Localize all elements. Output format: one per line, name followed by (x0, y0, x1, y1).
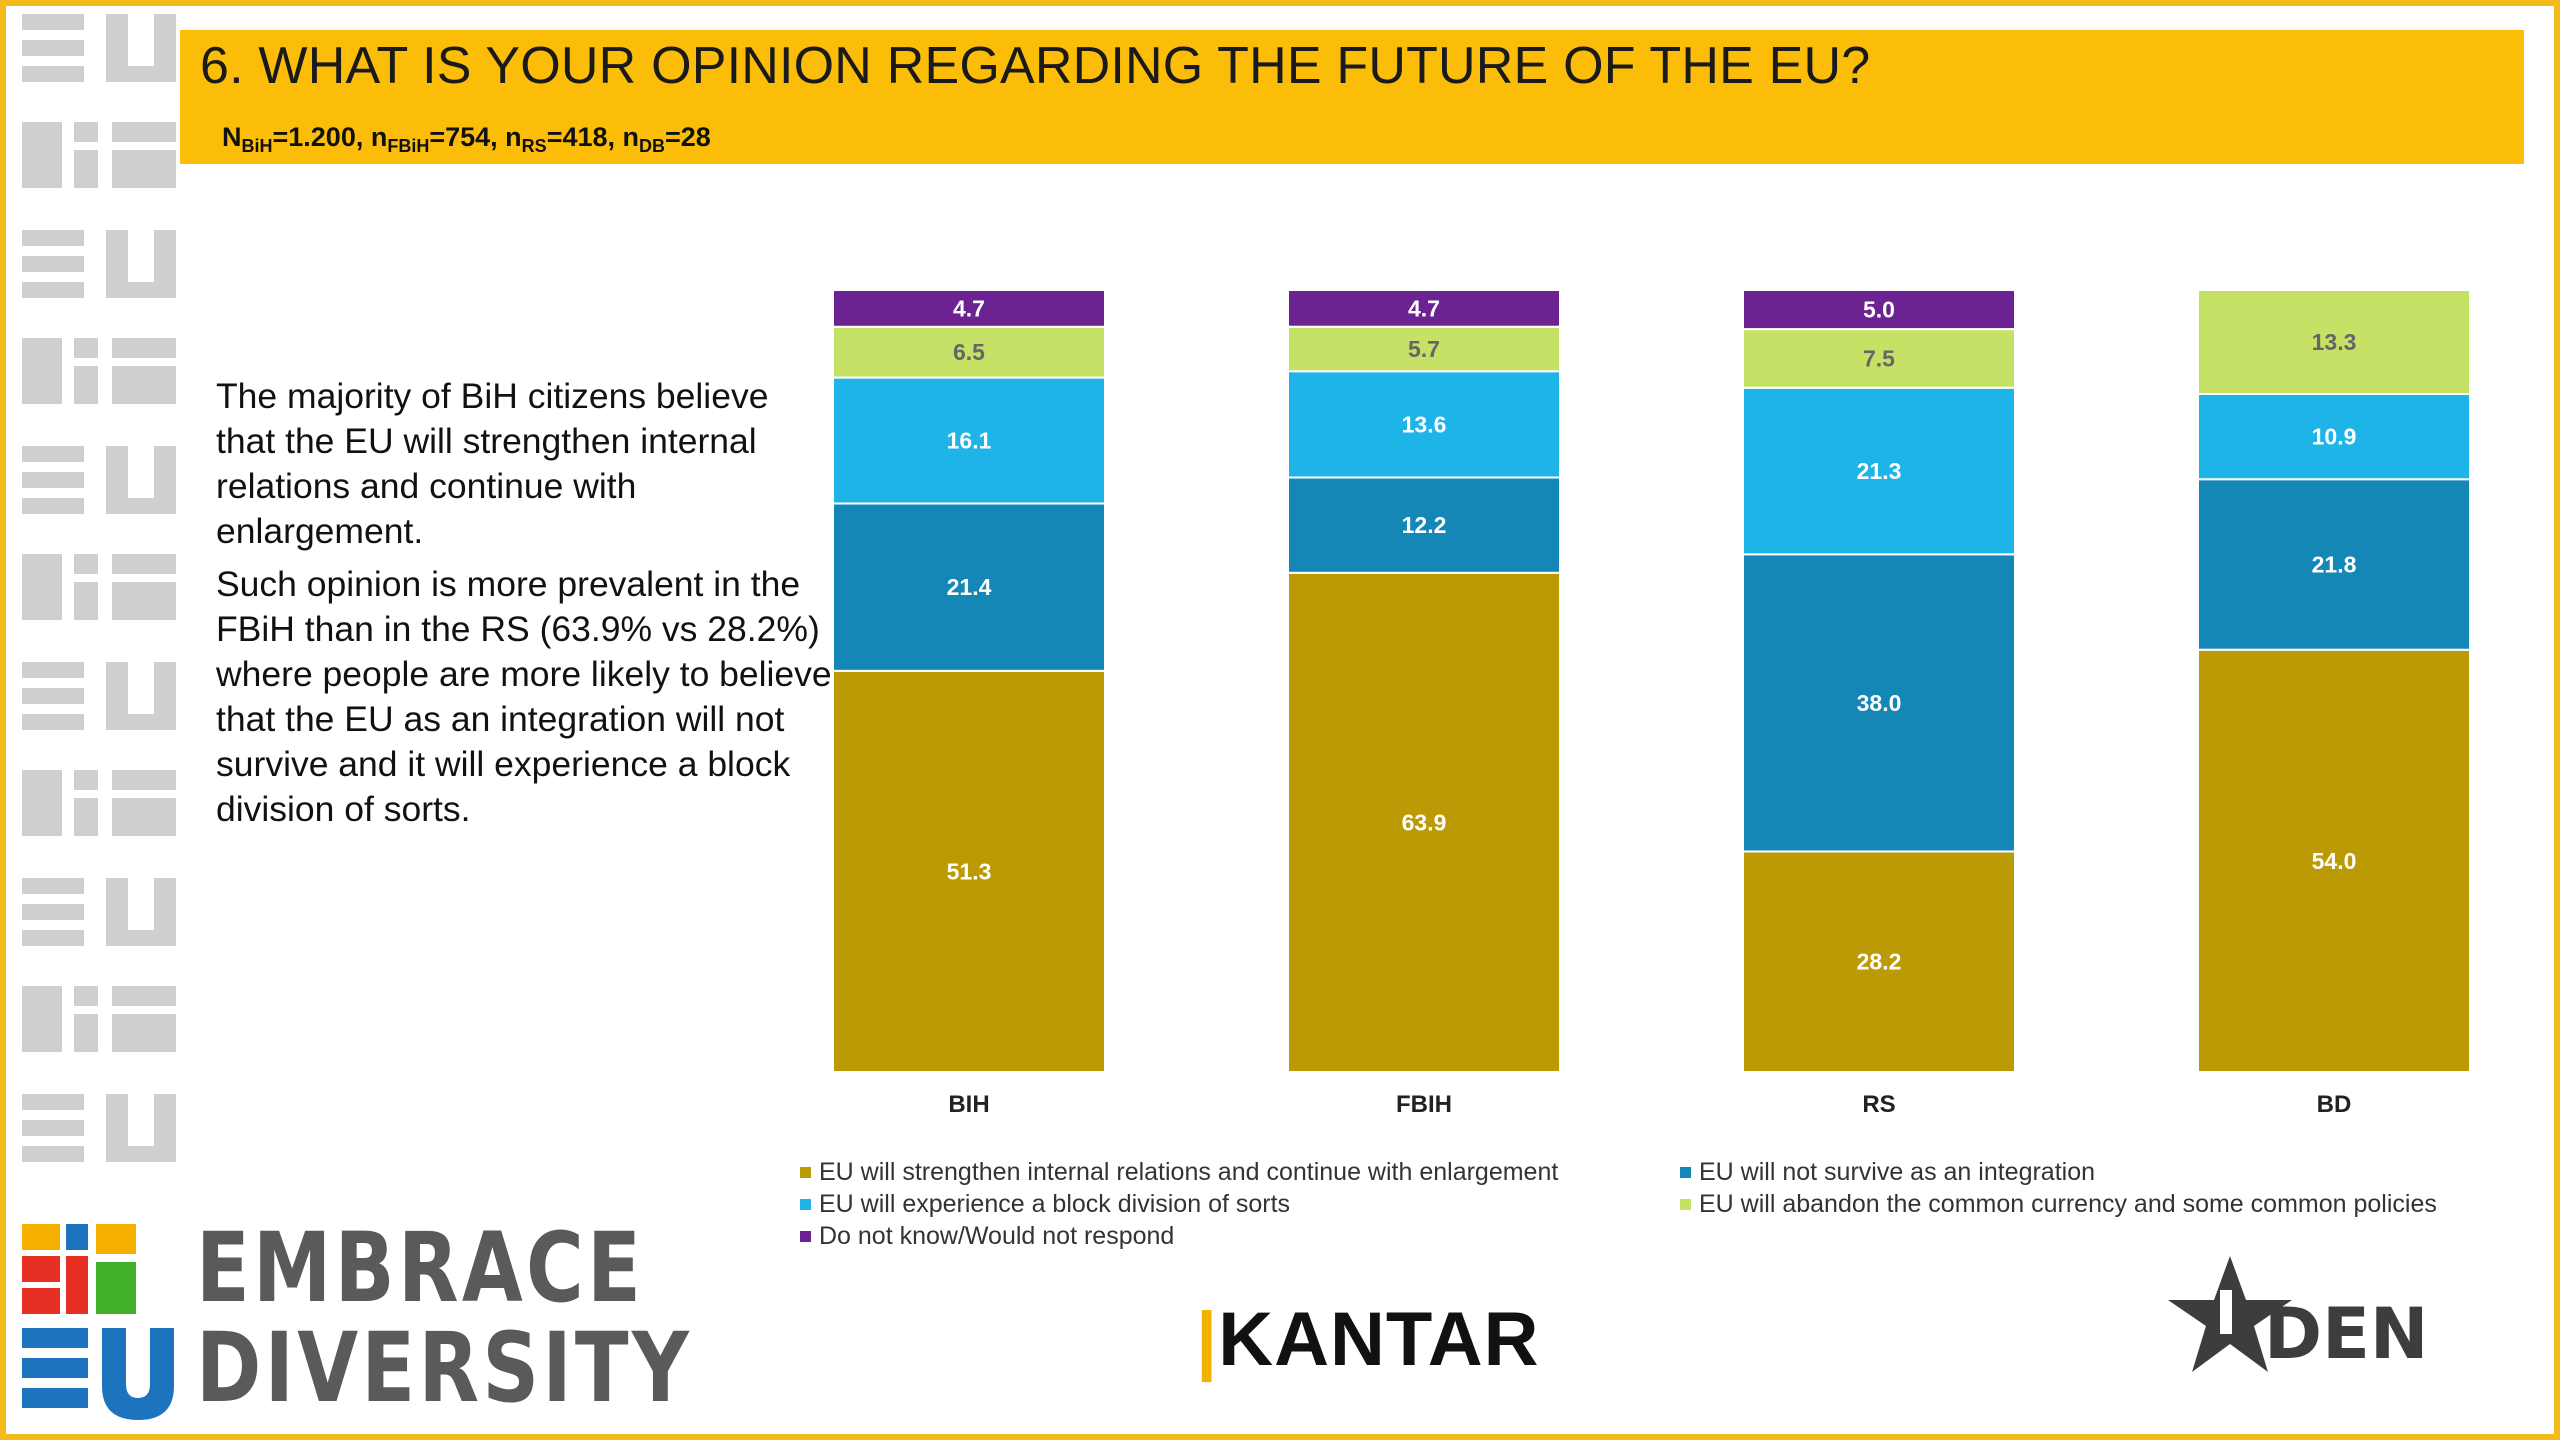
title-banner: 6. WHAT IS YOUR OPINION REGARDING THE FU… (180, 30, 2524, 164)
embrace-diversity-logo: EMBRACE DIVERSITY (196, 1218, 692, 1418)
bar-segment (1287, 476, 1561, 574)
commentary-paragraph-1: The majority of BiH citizens believe tha… (216, 376, 769, 551)
legend-label: EU will strengthen internal relations an… (819, 1158, 1559, 1186)
legend-item: EU will abandon the common currency and … (1680, 1190, 2480, 1219)
bar-segment (832, 669, 1106, 1073)
bar-segment (2197, 648, 2471, 1073)
bar-segment (832, 376, 1106, 505)
category-label: BD (2317, 1091, 2352, 1118)
sample-prefix: N (222, 122, 242, 152)
sample-value: =28 (665, 122, 711, 152)
kantar-logo-accent: | (1196, 1297, 1219, 1382)
data-label: 4.7 (1408, 295, 1440, 321)
bar-segment (1742, 328, 2016, 389)
sample-subscript: RS (521, 136, 547, 156)
legend-label: Do not know/Would not respond (819, 1222, 1175, 1250)
bih-eu-logo (22, 1224, 174, 1420)
sample-subscript: BiH (241, 136, 273, 156)
data-label: 13.3 (2312, 329, 2357, 355)
sample-value: =1.200, (272, 122, 371, 152)
data-label: 21.3 (1857, 458, 1902, 484)
sample-subscript: FBiH (387, 136, 430, 156)
bar-segment (1742, 850, 2016, 1074)
bar-segment (1742, 553, 2016, 853)
legend-item: EU will strengthen internal relations an… (800, 1158, 1680, 1187)
legend-swatch (800, 1199, 811, 1210)
sample-value: =418, (546, 122, 623, 152)
sample-size-note: NBiH=1.200, nFBiH=754, nRS=418, nDB=28 (222, 122, 711, 157)
data-label: 28.2 (1857, 949, 1902, 975)
data-label: 7.5 (1863, 345, 1895, 371)
sample-value: =754, (429, 122, 506, 152)
chart-legend: EU will strengthen internal relations an… (800, 1158, 2520, 1251)
den-logo: DEN (2168, 1256, 2429, 1375)
legend-item: EU will not survive as an integration (1680, 1158, 2480, 1187)
bar-segment (1287, 289, 1561, 328)
legend-item: Do not know/Would not respond (800, 1222, 1680, 1251)
data-label: 5.0 (1863, 297, 1895, 323)
data-label: 12.2 (1402, 512, 1447, 538)
bar-segment (2197, 289, 2471, 396)
bar-segment (1287, 370, 1561, 479)
legend-swatch (800, 1167, 811, 1178)
bar-segment (832, 502, 1106, 672)
category-label: RS (1862, 1091, 1895, 1118)
embrace-line-1: EMBRACE (196, 1212, 645, 1324)
commentary: The majority of BiH citizens believe tha… (216, 374, 836, 840)
category-label: BIH (948, 1091, 989, 1118)
kantar-logo: |KANTAR (1196, 1296, 1539, 1383)
sample-prefix: n (622, 122, 640, 152)
page-title: 6. WHAT IS YOUR OPINION REGARDING THE FU… (200, 37, 1871, 95)
legend-swatch (800, 1231, 811, 1242)
den-logo-text: DEN (2264, 1293, 2429, 1375)
data-label: 10.9 (2312, 424, 2357, 450)
kantar-logo-text: KANTAR (1218, 1297, 1540, 1382)
data-label: 63.9 (1402, 809, 1447, 835)
data-label: 6.5 (953, 339, 985, 365)
bar-segment (1742, 386, 2016, 556)
legend-swatch (1680, 1199, 1691, 1210)
sample-prefix: n (370, 122, 388, 152)
data-label: 21.4 (947, 574, 992, 600)
legend-label: EU will not survive as an integration (1699, 1158, 2096, 1186)
category-label: FBIH (1396, 1091, 1452, 1118)
data-label: 51.3 (947, 858, 992, 884)
legend-item: EU will experience a block division of s… (800, 1190, 1680, 1219)
sample-prefix: n (505, 122, 522, 152)
data-label: 5.7 (1408, 336, 1440, 362)
data-label: 54.0 (2312, 848, 2357, 874)
data-label: 4.7 (953, 295, 985, 321)
data-label: 21.8 (2312, 551, 2357, 577)
embrace-line-2: DIVERSITY (196, 1312, 693, 1424)
legend-swatch (1680, 1167, 1691, 1178)
decorative-pattern (22, 14, 176, 1162)
sample-subscript: DB (639, 136, 666, 156)
bar-segment (1287, 571, 1561, 1073)
commentary-paragraph-2: Such opinion is more prevalent in the FB… (216, 564, 832, 829)
bar-segment (2197, 393, 2471, 481)
data-label: 13.6 (1402, 411, 1447, 437)
data-label: 38.0 (1857, 690, 1902, 716)
legend-label: EU will experience a block division of s… (819, 1190, 1291, 1218)
bar-segment (1742, 289, 2016, 331)
data-label: 16.1 (947, 428, 992, 454)
legend-label: EU will abandon the common currency and … (1699, 1190, 2437, 1218)
bar-segment (832, 289, 1106, 328)
bar-segment (832, 325, 1106, 379)
bar-segment (2197, 478, 2471, 651)
